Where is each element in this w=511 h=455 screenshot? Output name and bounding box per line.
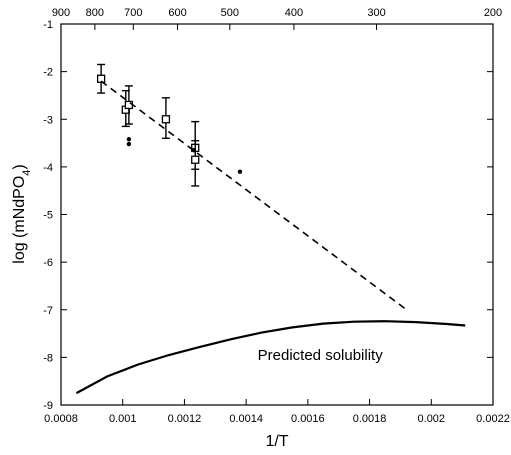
data-point-square xyxy=(191,155,200,164)
y-tick-label: -3 xyxy=(43,114,53,126)
top-tick-label: 700 xyxy=(124,7,142,19)
y-tick-label: -5 xyxy=(43,210,53,222)
x-tick-label: 0.0014 xyxy=(229,413,263,425)
y-axis-label: log (mNdPO4) xyxy=(11,164,33,263)
top-tick-label: 600 xyxy=(168,7,186,19)
data-point-square xyxy=(161,115,171,124)
axis-ticks: 0.0008 0.001 0.0012 0.0014 0.0016 0.0018 0.002… xyxy=(43,7,510,425)
y-tick-label: -2 xyxy=(43,67,53,79)
top-tick-label: 500 xyxy=(221,7,239,19)
annotation-predicted-solubility: Predicted solubility xyxy=(258,347,384,364)
x-tick-label: 0.0018 xyxy=(353,413,387,425)
regression-line xyxy=(100,80,408,311)
data-point-square xyxy=(124,100,134,110)
y-tick-label: -6 xyxy=(43,257,53,269)
data-point-square xyxy=(96,74,106,83)
top-tick-label: 400 xyxy=(285,7,303,19)
x-tick-label: 0.002 xyxy=(418,413,446,425)
top-tick-label: 200 xyxy=(484,7,502,19)
y-axis-label-main: log (mNdPO xyxy=(11,176,28,264)
top-tick-label: 300 xyxy=(367,7,385,19)
top-tick-label: 800 xyxy=(86,7,104,19)
y-tick-label: -9 xyxy=(43,400,53,412)
y-tick-label: -8 xyxy=(43,352,53,364)
y-axis-label-close: ) xyxy=(11,164,28,169)
data-layer xyxy=(75,63,466,395)
x-tick-label: 0.0012 xyxy=(168,413,202,425)
y-tick-label: -7 xyxy=(43,305,53,317)
x-axis-label: 1/T xyxy=(265,433,288,450)
x-tick-label: 0.0008 xyxy=(44,413,78,425)
y-axis-label-subscript: 4 xyxy=(21,170,33,176)
data-point-dot xyxy=(237,169,243,174)
y-tick-label: -4 xyxy=(43,162,53,174)
x-tick-label: 0.001 xyxy=(109,413,137,425)
data-point-dot xyxy=(126,137,132,142)
top-tick-label: 900 xyxy=(52,7,70,19)
y-tick-label: -1 xyxy=(43,19,53,31)
data-point-dot xyxy=(126,141,132,147)
x-tick-label: 0.0016 xyxy=(291,413,325,425)
x-tick-label: 0.0022 xyxy=(476,413,510,425)
predicted-solubility-curve xyxy=(75,320,466,395)
